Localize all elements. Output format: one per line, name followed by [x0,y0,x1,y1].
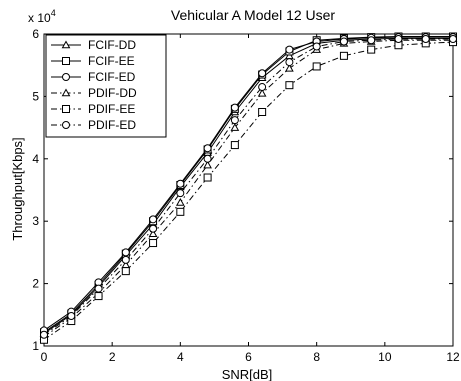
x-tick-label: 0 [41,350,48,364]
data-point-pdif-ed [204,155,211,162]
legend-label-pdif-ee: PDIF-EE [88,102,135,116]
data-point-pdif-ee [122,268,129,275]
data-point-pdif-ee [368,46,375,53]
chart-title: Vehicular A Model 12 User [171,7,336,23]
x-tick-label: 12 [446,350,460,364]
data-point-fcif-ed [150,216,157,223]
data-point-pdif-ed [122,256,129,263]
y-tick-label: 6 [32,27,39,41]
data-point-pdif-ed [313,43,320,50]
legend-marker-fcif-ee [63,58,70,65]
legend-marker-fcif-ed [63,74,70,81]
x-axis-label: SNR[dB] [222,367,273,381]
x-tick-label: 4 [177,350,184,364]
y-axis-multiplier-exponent: 4 [51,8,56,18]
data-point-pdif-ed [259,84,266,91]
y-axis-multiplier-base: x 10 [28,11,51,25]
data-point-pdif-ed [150,225,157,232]
y-tick-label: 5 [32,89,39,103]
data-point-pdif-ee [95,293,102,300]
data-point-pdif-ee [177,208,184,215]
data-point-pdif-ed [340,38,347,45]
data-point-pdif-ed [231,117,238,124]
data-point-pdif-ed [450,35,457,42]
data-point-pdif-dd [177,199,184,205]
data-point-pdif-ee [204,174,211,181]
data-point-pdif-ed [95,285,102,292]
data-point-pdif-ed [395,35,402,42]
x-tick-label: 2 [109,350,116,364]
y-tick-label: 3 [32,214,39,228]
data-point-fcif-ed [259,70,266,77]
data-point-pdif-ed [68,313,75,320]
y-tick-label: 4 [32,152,39,166]
legend-label-fcif-ed: FCIF-ED [88,70,136,84]
legend-label-fcif-ee: FCIF-EE [88,54,135,68]
data-point-pdif-ed [177,190,184,197]
legend-label-pdif-ed: PDIF-ED [88,118,136,132]
x-tick-label: 6 [245,350,252,364]
data-point-pdif-ee [150,240,157,247]
data-point-pdif-ee [286,82,293,89]
x-tick-label: 10 [378,350,392,364]
legend: FCIF-DD FCIF-EE FCIF-ED PDIF-DD PDIF-EE PDIF-… [46,35,166,137]
legend-marker-pdif-ed [63,122,70,129]
y-tick-label: 2 [32,277,39,291]
data-point-pdif-ee [340,52,347,59]
x-tick-label: 8 [313,350,320,364]
y-axis-label: Throughput[Kbps] [10,137,25,240]
data-point-pdif-ed [286,59,293,66]
data-point-fcif-ed [286,46,293,53]
data-point-pdif-ee [259,109,266,116]
y-tick-label: 1 [32,339,39,353]
data-point-pdif-ed [422,35,429,42]
data-point-fcif-ed [204,145,211,152]
data-point-pdif-ed [368,37,375,44]
data-point-pdif-ee [313,63,320,70]
legend-label-pdif-dd: PDIF-DD [88,86,137,100]
y-axis-multiplier: x 104 [28,8,56,25]
legend-label-fcif-dd: FCIF-DD [88,38,136,52]
data-point-pdif-ed [41,331,48,338]
data-point-fcif-ed [231,104,238,111]
data-point-pdif-ee [231,142,238,149]
legend-marker-pdif-ee [63,106,70,113]
data-point-fcif-ed [177,180,184,187]
data-point-fcif-ed [122,249,129,256]
